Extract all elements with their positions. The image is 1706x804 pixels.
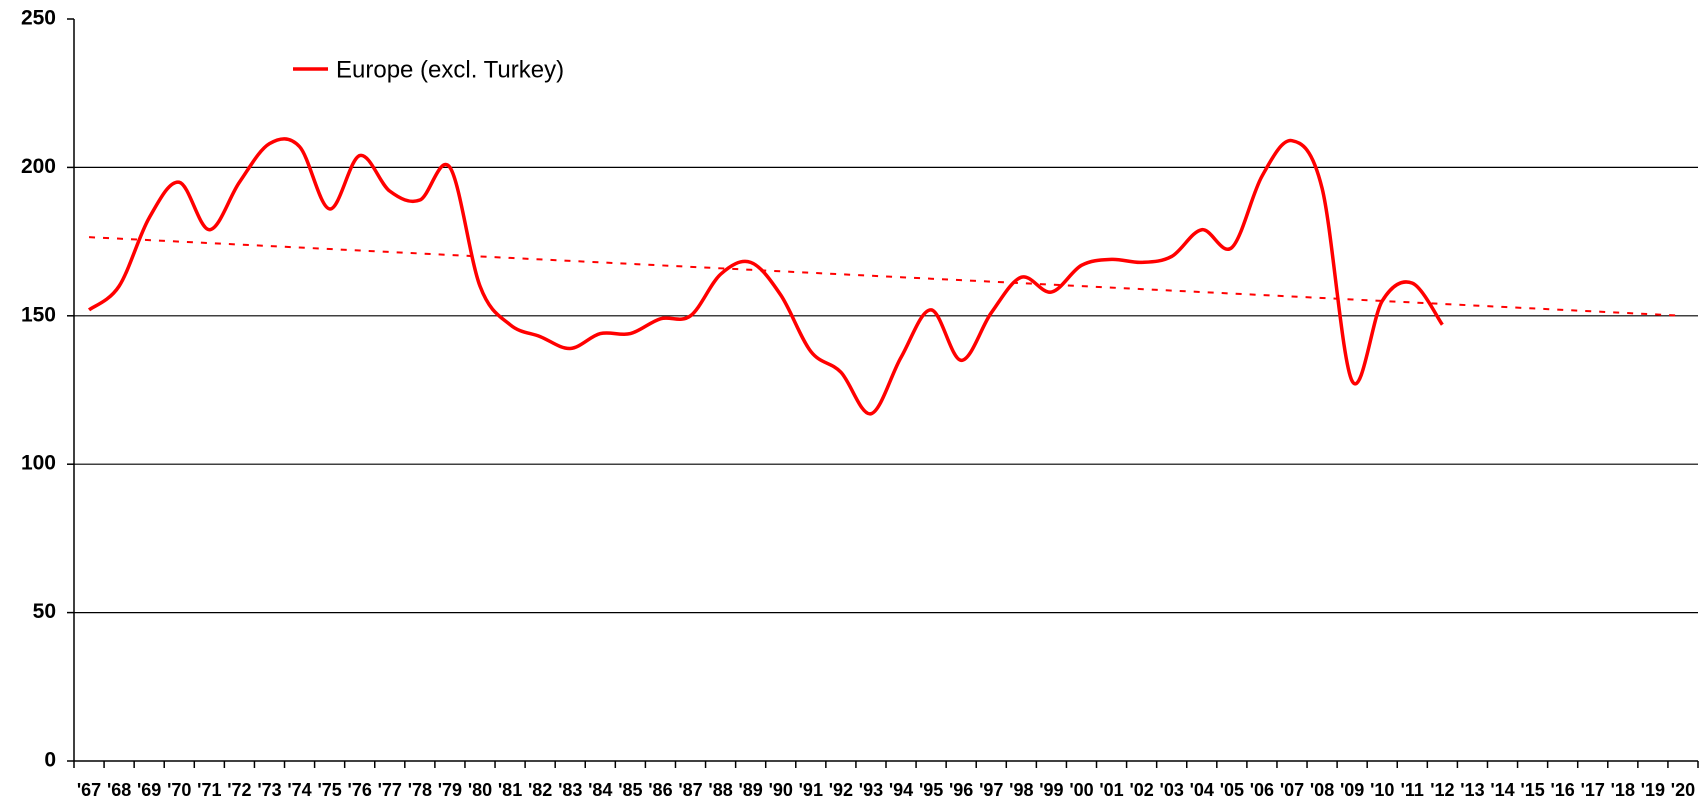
x-tick-label: '78 — [408, 780, 432, 800]
x-tick-label: '70 — [167, 780, 191, 800]
x-tick-label: '11 — [1401, 780, 1424, 800]
x-tick-label: '01 — [1099, 780, 1123, 800]
x-tick-label: '89 — [739, 780, 763, 800]
y-tick-label: 150 — [21, 303, 56, 326]
y-tick-label: 0 — [44, 749, 56, 772]
x-tick-label: '95 — [919, 780, 943, 800]
y-tick-label: 50 — [33, 600, 56, 623]
x-tick-label: '80 — [468, 780, 492, 800]
x-tick-label: '92 — [829, 780, 853, 800]
x-tick-label: '07 — [1280, 780, 1304, 800]
legend-label: Europe (excl. Turkey) — [336, 56, 564, 83]
line-series — [87, 137, 1444, 416]
x-tick-label: '79 — [438, 780, 462, 800]
x-tick-label: '06 — [1250, 780, 1274, 800]
x-tick-label: '18 — [1611, 780, 1635, 800]
x-tick-label: '81 — [498, 780, 522, 800]
x-tick-label: '17 — [1581, 780, 1605, 800]
x-tick-label: '00 — [1069, 780, 1093, 800]
x-tick-label: '75 — [317, 780, 341, 800]
x-tick-label: '72 — [227, 780, 251, 800]
x-tick-label: '88 — [708, 780, 732, 800]
x-tick-label: '98 — [1009, 780, 1033, 800]
x-tick-label: '86 — [648, 780, 672, 800]
x-tick-label: '94 — [889, 780, 913, 800]
x-tick-label: '87 — [678, 780, 702, 800]
x-tick-label: '82 — [528, 780, 552, 800]
x-tick-label: '96 — [949, 780, 973, 800]
x-tick-label: '84 — [588, 780, 612, 800]
x-tick-label: '85 — [618, 780, 642, 800]
x-tick-label: '93 — [859, 780, 883, 800]
x-tick-label: '04 — [1190, 780, 1214, 800]
x-tick-label: '77 — [378, 780, 402, 800]
x-tick-label: '05 — [1220, 780, 1244, 800]
x-tick-label: '15 — [1520, 780, 1544, 800]
x-tick-label: '90 — [769, 780, 793, 800]
y-tick-label: 250 — [21, 7, 56, 30]
x-tick-label: '20 — [1671, 780, 1695, 800]
x-tick-label: '71 — [197, 780, 221, 800]
x-tick-label: '13 — [1460, 780, 1484, 800]
x-tick-label: '91 — [799, 780, 823, 800]
y-tick-label: 200 — [21, 155, 56, 178]
y-tick-label: 100 — [21, 452, 56, 475]
x-tick-label: '09 — [1340, 780, 1364, 800]
x-tick-label: '97 — [979, 780, 1003, 800]
x-tick-label: '99 — [1039, 780, 1063, 800]
x-tick-label: '19 — [1641, 780, 1665, 800]
x-tick-label: '03 — [1160, 780, 1184, 800]
x-tick-label: '67 — [77, 780, 101, 800]
x-tick-label: '74 — [287, 780, 311, 800]
x-tick-label: '73 — [257, 780, 281, 800]
x-tick-label: '69 — [137, 780, 161, 800]
x-tick-label: '08 — [1310, 780, 1334, 800]
x-tick-label: '16 — [1551, 780, 1575, 800]
x-tick-label: '68 — [107, 780, 131, 800]
x-tick-label: '14 — [1490, 780, 1514, 800]
x-tick-label: '10 — [1370, 780, 1394, 800]
trend-line — [88, 236, 1684, 317]
x-tick-label: '12 — [1430, 780, 1454, 800]
x-tick-label: '76 — [348, 780, 372, 800]
x-tick-label: '02 — [1129, 780, 1153, 800]
x-tick-label: '83 — [558, 780, 582, 800]
